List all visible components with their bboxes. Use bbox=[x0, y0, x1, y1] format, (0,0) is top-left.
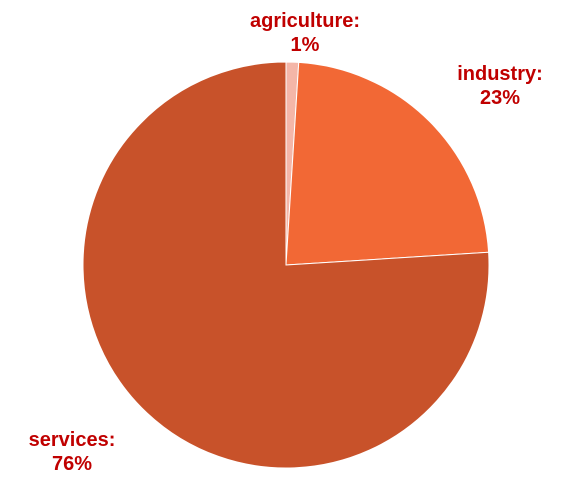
pie-slice-services bbox=[82, 61, 490, 469]
slices-layer bbox=[82, 61, 490, 469]
slice-label-value: 23% bbox=[480, 87, 520, 109]
slice-label-value: 1% bbox=[291, 34, 320, 56]
pie-slice-industry bbox=[285, 61, 490, 266]
slice-label-value: 76% bbox=[52, 453, 92, 475]
slice-label-name: services: bbox=[29, 429, 116, 451]
slice-label-agriculture: agriculture: 1% bbox=[250, 10, 360, 56]
slice-label-name: agriculture: bbox=[250, 10, 360, 32]
slice-label-name: industry: bbox=[457, 63, 543, 85]
labels-layer: agriculture: 1% industry: 23% services: 76% bbox=[29, 10, 543, 475]
slice-label-industry: industry: 23% bbox=[457, 63, 543, 109]
slice-label-services: services: 76% bbox=[29, 429, 116, 475]
